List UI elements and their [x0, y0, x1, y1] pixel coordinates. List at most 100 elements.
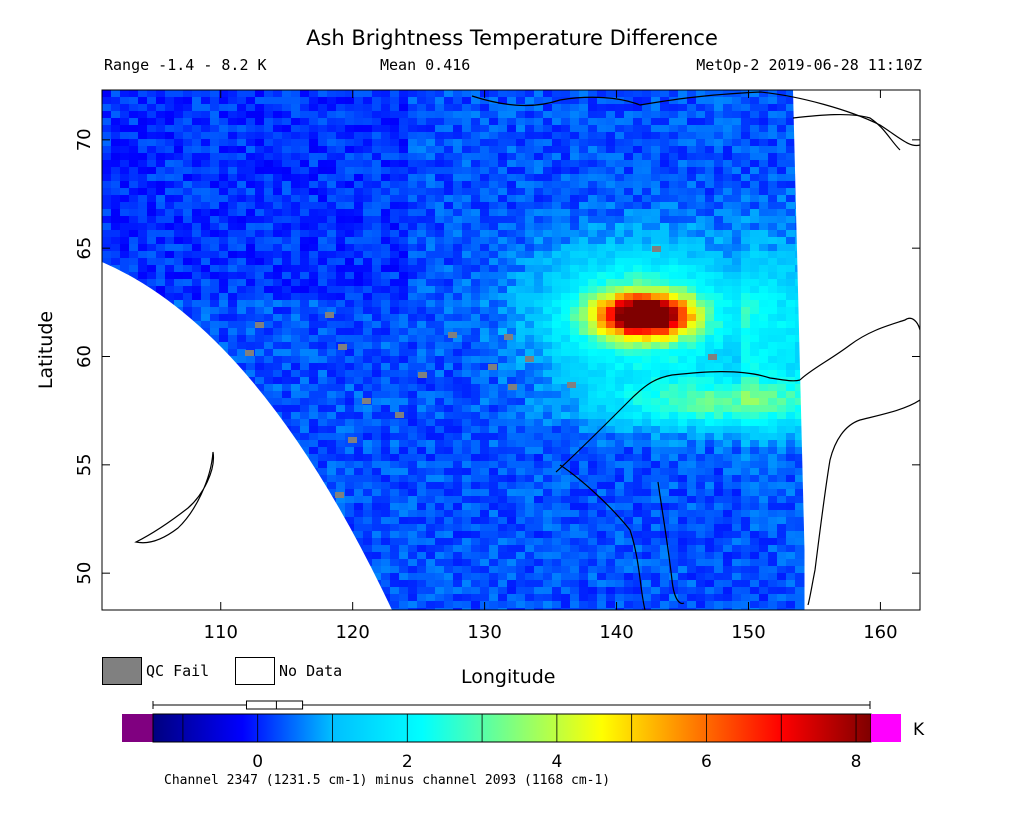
swath-cell: [372, 300, 382, 308]
swath-cell: [327, 468, 337, 476]
swath-cell: [372, 146, 382, 154]
swath-cell: [381, 251, 391, 259]
swath-cell: [633, 90, 643, 98]
swath-cell: [363, 181, 373, 189]
swath-cell: [489, 146, 499, 154]
swath-cell: [219, 279, 229, 287]
swath-cell: [525, 391, 535, 399]
swath-cell: [318, 167, 328, 175]
swath-cell: [759, 454, 769, 462]
swath-cell: [768, 454, 778, 462]
swath-cell: [408, 391, 418, 399]
swath-cell: [237, 342, 247, 350]
swath-cell: [480, 188, 490, 196]
swath-cell: [687, 216, 697, 224]
swath-cell: [273, 251, 283, 259]
swath-cell: [507, 104, 517, 112]
swath-cell: [309, 160, 319, 168]
swath-cell: [516, 111, 526, 119]
swath-cell: [291, 139, 301, 147]
swath-cell: [597, 391, 607, 399]
swath-cell: [768, 104, 778, 112]
swath-cell: [381, 454, 391, 462]
swath-cell: [174, 139, 184, 147]
swath-cell: [426, 342, 436, 350]
swath-cell: [696, 517, 706, 525]
swath-cell: [597, 384, 607, 392]
swath-cell: [516, 272, 526, 280]
swath-cell: [390, 251, 400, 259]
swath-cell: [741, 279, 751, 287]
swath-cell: [525, 97, 535, 105]
swath-cell: [561, 202, 571, 210]
swath-cell: [507, 342, 517, 350]
swath-cell: [219, 209, 229, 217]
swath-cell: [246, 118, 256, 126]
swath-cell: [543, 244, 553, 252]
swath-cell: [381, 398, 391, 406]
swath-cell: [408, 447, 418, 455]
swath-cell: [471, 244, 481, 252]
swath-cell: [615, 209, 625, 217]
swath-cell: [219, 216, 229, 224]
swath-cell: [282, 419, 292, 427]
swath-cell: [165, 237, 175, 245]
swath-cell: [669, 468, 679, 476]
swath-cell: [462, 300, 472, 308]
swath-cell: [462, 181, 472, 189]
swath-cell: [786, 146, 796, 154]
swath-cell: [696, 468, 706, 476]
swath-cell: [399, 146, 409, 154]
swath-cell: [768, 167, 778, 175]
swath-cell: [426, 405, 436, 413]
swath-cell: [507, 251, 517, 259]
swath-cell: [498, 349, 508, 357]
swath-cell: [570, 244, 580, 252]
swath-cell: [759, 531, 769, 539]
swath-cell: [354, 468, 364, 476]
swath-cell: [453, 181, 463, 189]
swath-cell: [642, 384, 652, 392]
swath-cell: [426, 412, 436, 420]
swath-cell: [606, 118, 616, 126]
swath-cell: [183, 132, 193, 140]
swath-cell: [300, 419, 310, 427]
swath-cell: [615, 244, 625, 252]
swath-cell: [786, 174, 796, 182]
swath-cell: [138, 146, 148, 154]
swath-cell: [633, 370, 643, 378]
swath-cell: [390, 223, 400, 231]
swath-cell: [372, 412, 382, 420]
swath-cell: [480, 328, 490, 336]
swath-cell: [669, 496, 679, 504]
swath-cell: [705, 293, 715, 301]
swath-cell: [705, 272, 715, 280]
swath-cell: [489, 230, 499, 238]
swath-cell: [660, 300, 670, 308]
swath-cell: [399, 321, 409, 329]
swath-cell: [336, 111, 346, 119]
swath-cell: [516, 321, 526, 329]
swath-cell: [669, 223, 679, 231]
swath-cell: [705, 97, 715, 105]
swath-cell: [606, 524, 616, 532]
swath-cell: [570, 412, 580, 420]
swath-cell: [255, 167, 265, 175]
swath-cell: [543, 475, 553, 483]
swath-cell: [210, 174, 220, 182]
swath-cell: [471, 405, 481, 413]
swath-cell: [426, 272, 436, 280]
swath-cell: [345, 321, 355, 329]
swath-cell: [489, 223, 499, 231]
swath-cell: [183, 216, 193, 224]
swath-cell: [318, 230, 328, 238]
swath-cell: [462, 489, 472, 497]
swath-cell: [354, 293, 364, 301]
swath-cell: [552, 118, 562, 126]
swath-cell: [660, 328, 670, 336]
swath-cell: [498, 195, 508, 203]
swath-cell: [516, 279, 526, 287]
swath-cell: [624, 244, 634, 252]
swath-cell: [363, 223, 373, 231]
swath-cell: [300, 356, 310, 364]
